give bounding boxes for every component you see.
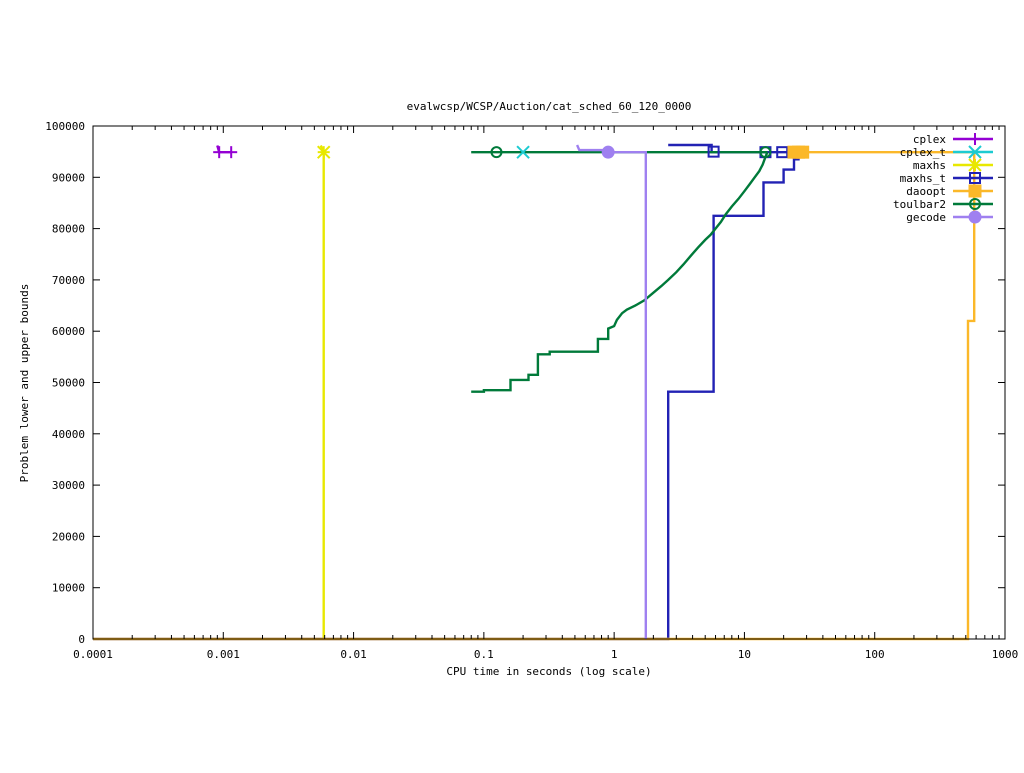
y-tick-label: 100000	[45, 120, 85, 133]
series-line-toulbar2-1	[471, 151, 769, 393]
data-point-maxhs_t-0	[707, 145, 720, 158]
legend-marker-toulbar2	[969, 198, 981, 210]
legend-marker-cplex_t	[968, 145, 982, 159]
y-tick-label: 50000	[52, 377, 85, 390]
data-point-toulbar2-0	[490, 146, 503, 159]
legend-label: maxhs_t	[900, 172, 946, 185]
x-tick-label: 0.0001	[73, 648, 113, 661]
y-tick-label: 0	[78, 633, 85, 646]
y-tick-label: 80000	[52, 223, 85, 236]
data-point-gecode-0	[601, 145, 615, 159]
marker-layer	[213, 145, 810, 159]
data-point-toulbar2-1	[759, 146, 772, 159]
x-tick-label: 0.01	[340, 648, 367, 661]
series-line-maxhs_t-0	[93, 150, 807, 641]
legend-marker-daoopt	[968, 184, 982, 198]
y-axis-label: Problem lower and upper bounds	[18, 284, 31, 483]
axis-layer: 0 10000 20000 30000 40000 50000 60000 70000 8000…	[45, 120, 1018, 661]
legend: cplexcplex_tmaxhsmaxhs_tdaoopttoulbar2ge…	[893, 133, 993, 224]
legend-marker-cplex	[969, 133, 981, 145]
legend-label: cplex_t	[900, 146, 946, 159]
legend-entry-cplex_t: cplex_t	[900, 145, 993, 159]
x-tick-label: 100	[865, 648, 885, 661]
legend-entry-daoopt: daoopt	[906, 184, 993, 198]
x-tick-label: 0.001	[207, 648, 240, 661]
y-tick-label: 60000	[52, 325, 85, 338]
data-point-daoopt-2	[796, 145, 810, 159]
legend-label: toulbar2	[893, 198, 946, 211]
legend-label: maxhs	[913, 159, 946, 172]
chart-title: evalwcsp/WCSP/Auction/cat_sched_60_120_0…	[407, 100, 692, 113]
legend-marker-gecode	[968, 210, 982, 224]
legend-label: gecode	[906, 211, 946, 224]
data-point-cplex-1	[225, 146, 238, 159]
legend-marker-maxhs_t	[969, 172, 981, 184]
y-tick-label: 70000	[52, 274, 85, 287]
y-tick-label: 10000	[52, 582, 85, 595]
legend-entry-maxhs_t: maxhs_t	[900, 172, 993, 185]
y-tick-label: 30000	[52, 479, 85, 492]
legend-entry-maxhs: maxhs	[913, 158, 993, 172]
legend-marker-maxhs	[968, 158, 982, 172]
x-tick-label: 0.1	[474, 648, 494, 661]
x-tick-label: 1000	[992, 648, 1019, 661]
legend-entry-toulbar2: toulbar2	[893, 198, 993, 211]
data-point-maxhs-0	[317, 145, 331, 159]
x-tick-label: 10	[738, 648, 751, 661]
y-tick-label: 20000	[52, 530, 85, 543]
data-point-maxhs_t-2	[776, 146, 789, 159]
x-tick-label: 1	[611, 648, 618, 661]
data-point-cplex-0	[213, 146, 226, 159]
legend-label: cplex	[913, 133, 946, 146]
legend-entry-cplex: cplex	[913, 133, 993, 146]
y-tick-label: 90000	[52, 171, 85, 184]
legend-label: daoopt	[906, 185, 946, 198]
data-point-cplex_t-0	[516, 145, 530, 159]
legend-entry-gecode: gecode	[906, 210, 993, 224]
x-axis-label: CPU time in seconds (log scale)	[446, 665, 651, 678]
y-tick-label: 40000	[52, 428, 85, 441]
